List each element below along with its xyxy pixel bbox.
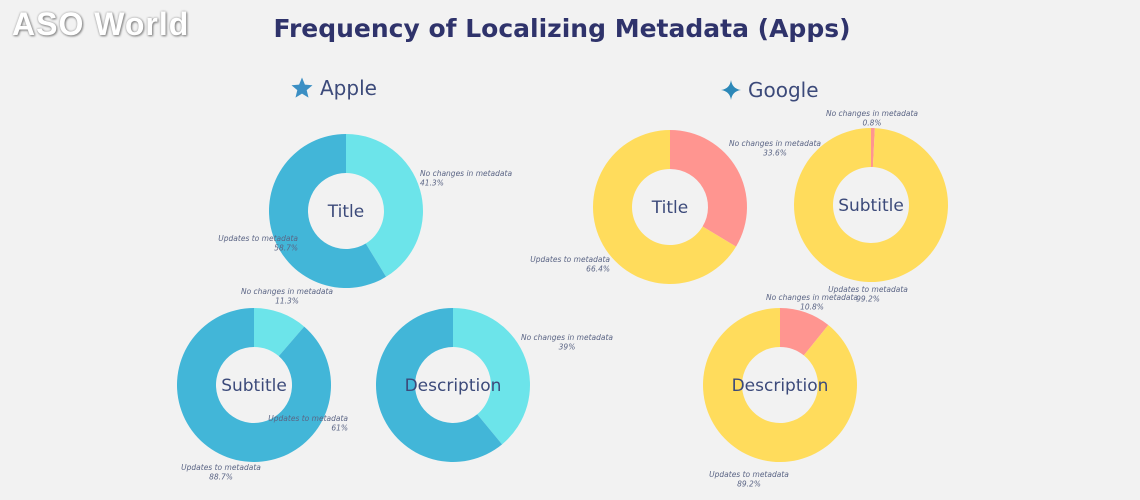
slice-label: No changes in metadata 33.6%: [729, 139, 821, 158]
google-section-heading: Google: [720, 78, 819, 102]
slice-label: No changes in metadata 10.8%: [766, 293, 858, 312]
pie-slice: [593, 130, 737, 284]
google-section-label: Google: [748, 78, 819, 102]
donut-apple-description: No changes in metadata 39% Updates to meta…: [268, 308, 613, 462]
pie-slice: [703, 308, 858, 462]
donut-center-label: Title: [651, 198, 688, 218]
donut-center-label: Subtitle: [221, 376, 287, 396]
apple-section-label: Apple: [320, 76, 377, 100]
slice-label: No changes in metadata 39%: [521, 333, 613, 352]
star-icon: [291, 77, 313, 98]
donut-google-subtitle: No changes in metadata 0.8% Updates to met…: [793, 109, 948, 304]
donut-center-label: Description: [405, 376, 502, 396]
pie-slice: [453, 308, 530, 445]
slice-label: Updates to metadata 66.4%: [530, 255, 610, 274]
donut-apple-subtitle: No changes in metadata 11.3% Updates to me…: [176, 287, 333, 482]
slice-label: Updates to metadata 58.7%: [218, 234, 298, 253]
donut-apple-title: No changes in metadata 41.3% Updates to me…: [218, 134, 512, 288]
pie-slice: [376, 308, 503, 462]
slice-label: No changes in metadata 41.3%: [420, 169, 512, 188]
brand-logo: ASO World: [12, 6, 190, 42]
donut-google-title: No changes in metadata 33.6% Updates to me…: [530, 130, 821, 284]
pie-slice: [176, 308, 331, 462]
donut-center-label: Title: [327, 202, 364, 222]
pie-slice: [254, 308, 305, 357]
pie-slice: [871, 128, 875, 168]
slice-label: No changes in metadata 0.8%: [826, 109, 918, 128]
donut-google-description: No changes in metadata 10.8% Updates to me…: [703, 293, 858, 489]
slice-label: Updates to metadata 89.2%: [709, 470, 789, 489]
four-point-star-icon: [721, 80, 741, 100]
pie-slice: [780, 308, 829, 356]
donut-center-label: Subtitle: [838, 196, 904, 216]
pie-slice: [346, 134, 423, 277]
slice-label: Updates to metadata 88.7%: [181, 463, 261, 482]
apple-section-heading: Apple: [290, 76, 377, 100]
chart-title: Frequency of Localizing Metadata (Apps): [273, 14, 851, 43]
pie-slice: [269, 134, 387, 288]
slice-label: Updates to metadata 99.2%: [828, 285, 908, 304]
donut-center-label: Description: [732, 376, 829, 396]
pie-slice: [793, 128, 948, 282]
slice-label: No changes in metadata 11.3%: [241, 287, 333, 306]
pie-slice: [670, 130, 747, 247]
slice-label: Updates to metadata 61%: [268, 414, 348, 433]
